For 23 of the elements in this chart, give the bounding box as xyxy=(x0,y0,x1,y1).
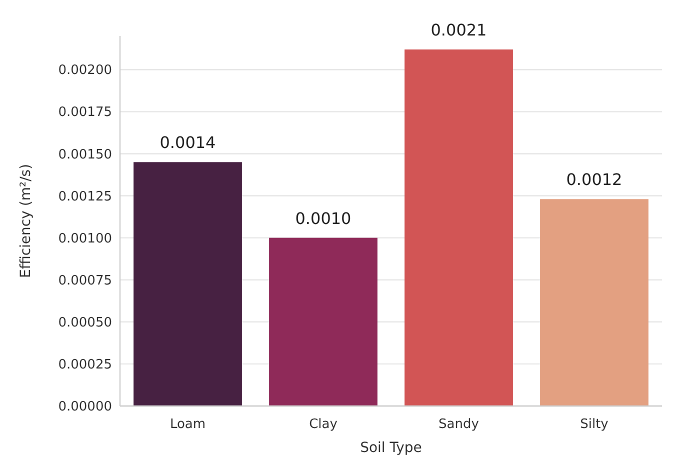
bar xyxy=(540,199,648,406)
y-tick-label: 0.00175 xyxy=(58,105,112,120)
y-tick-label: 0.00000 xyxy=(58,400,112,415)
x-axis-title: Soil Type xyxy=(360,440,422,456)
bar xyxy=(269,238,378,406)
data-label: 0.0021 xyxy=(430,20,487,40)
data-label: 0.0014 xyxy=(160,133,216,152)
x-tick-label: Silty xyxy=(580,417,609,432)
x-tick-label: Loam xyxy=(170,417,206,432)
y-tick-label: 0.00075 xyxy=(58,273,112,288)
y-tick-label: 0.00150 xyxy=(58,147,112,162)
data-label: 0.0012 xyxy=(566,170,622,190)
y-tick-label: 0.00125 xyxy=(58,189,112,204)
bar xyxy=(404,49,513,406)
y-tick-label: 0.00100 xyxy=(58,231,112,246)
data-label: 0.0010 xyxy=(295,208,352,228)
y-tick-label: 0.00200 xyxy=(58,63,112,78)
bar xyxy=(134,162,242,406)
x-tick-label: Sandy xyxy=(438,417,480,432)
y-tick-label: 0.00050 xyxy=(58,315,112,330)
y-tick-label: 0.00025 xyxy=(58,358,112,373)
x-tick-label: Clay xyxy=(309,417,338,432)
y-axis-title: Efficiency (m²/s) xyxy=(18,164,34,278)
